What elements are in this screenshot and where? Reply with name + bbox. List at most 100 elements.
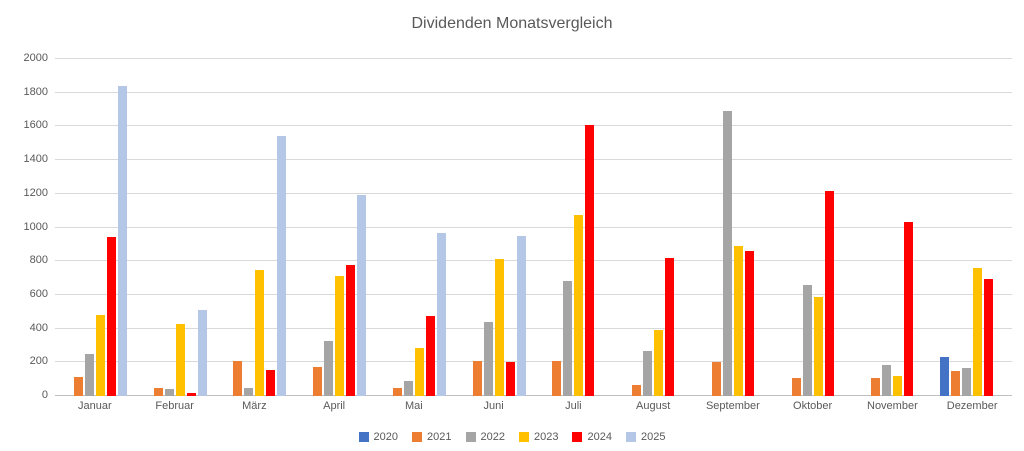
bar-2021-april[interactable]: [313, 367, 323, 396]
month-group-juli: [534, 59, 614, 396]
y-axis-label-1800: 1800: [23, 85, 48, 98]
bar-2023-november[interactable]: [893, 376, 903, 396]
bar-2023-februar[interactable]: [175, 324, 185, 396]
bar-2021-märz[interactable]: [233, 361, 243, 396]
bar-2021-august[interactable]: [632, 385, 642, 396]
bar-2024-november[interactable]: [904, 222, 914, 396]
gridline-1800: [55, 91, 1012, 93]
x-axis-label-juni: Juni: [483, 400, 504, 412]
bar-2020-dezember[interactable]: [940, 357, 950, 396]
bar-slot-2025-april: [357, 59, 367, 396]
legend-item-2022[interactable]: 2022: [465, 431, 505, 443]
bar-2024-april[interactable]: [346, 265, 356, 396]
bar-slot-2025-august: [676, 59, 685, 396]
bar-2021-mai[interactable]: [392, 388, 402, 396]
bar-2022-juli[interactable]: [563, 281, 573, 396]
bar-slot-2023-november: [893, 59, 903, 396]
bar-slot-2024-september: [744, 59, 754, 396]
bar-2022-oktober[interactable]: [802, 285, 812, 396]
legend-item-2023[interactable]: 2023: [519, 431, 558, 443]
bar-2025-april[interactable]: [357, 195, 367, 396]
x-axis-label-dezember: Dezember: [946, 400, 998, 412]
bar-slot-2025-september: [756, 59, 765, 396]
month-group-august: [613, 59, 693, 396]
bar-2022-november[interactable]: [882, 365, 892, 396]
gridline-800: [55, 260, 1012, 262]
month-group-april: [294, 59, 374, 396]
bar-2024-januar[interactable]: [106, 237, 116, 396]
bar-2023-juni[interactable]: [494, 259, 504, 396]
bar-2024-juli[interactable]: [585, 125, 595, 396]
legend-label-2021: 2021: [427, 431, 452, 443]
gridline-1000: [55, 226, 1012, 228]
bar-2022-mai[interactable]: [403, 381, 413, 396]
bar-2023-märz[interactable]: [255, 270, 265, 396]
bar-2025-januar[interactable]: [117, 86, 127, 396]
legend-swatch-2024: [572, 432, 583, 442]
bar-2023-april[interactable]: [335, 276, 345, 396]
bar-2021-juli[interactable]: [552, 361, 562, 396]
bar-2023-januar[interactable]: [95, 315, 105, 396]
bar-2022-april[interactable]: [324, 341, 334, 396]
bar-2024-dezember[interactable]: [984, 279, 994, 396]
legend-label-2025: 2025: [640, 431, 666, 443]
bar-slot-2024-januar: [106, 59, 116, 396]
bar-2022-dezember[interactable]: [962, 368, 972, 396]
bar-2023-mai[interactable]: [414, 348, 424, 396]
bar-2021-januar[interactable]: [73, 377, 83, 396]
month-group-märz: [215, 59, 295, 396]
bar-slot-2024-april: [346, 59, 356, 396]
bar-2021-februar[interactable]: [153, 388, 163, 396]
bar-slot-2022-august: [643, 59, 653, 396]
bar-2024-oktober[interactable]: [824, 191, 834, 396]
bar-2022-märz[interactable]: [244, 388, 254, 396]
y-axis-label-200: 200: [29, 355, 48, 368]
bar-2023-september[interactable]: [733, 246, 743, 396]
bar-2023-juli[interactable]: [574, 215, 584, 396]
bar-2024-september[interactable]: [744, 251, 754, 396]
bar-2021-dezember[interactable]: [951, 371, 961, 396]
bar-2023-dezember[interactable]: [973, 268, 983, 396]
legend-item-2020[interactable]: 2020: [358, 431, 398, 443]
bar-2025-mai[interactable]: [436, 233, 446, 396]
bar-2025-februar[interactable]: [197, 310, 207, 396]
y-axis-label-0: 0: [41, 389, 48, 401]
bar-2022-juni[interactable]: [483, 322, 493, 396]
bar-2021-oktober[interactable]: [791, 378, 801, 396]
bar-2022-januar[interactable]: [84, 354, 94, 396]
bar-2025-juni[interactable]: [516, 236, 526, 396]
bar-2021-juni[interactable]: [472, 361, 482, 396]
bar-slot-2021-märz: [233, 59, 243, 396]
bar-2024-august[interactable]: [665, 258, 675, 396]
bar-2024-februar[interactable]: [186, 393, 196, 396]
bar-slot-2025-märz: [277, 59, 287, 396]
bar-slot-2022-juli: [563, 59, 573, 396]
bar-2023-august[interactable]: [654, 330, 664, 396]
legend-item-2025[interactable]: 2025: [625, 431, 666, 443]
bar-slot-2023-juni: [494, 59, 504, 396]
bar-slot-2023-september: [733, 59, 743, 396]
bar-2024-märz[interactable]: [266, 370, 276, 396]
bar-slot-2022-oktober: [802, 59, 812, 396]
bar-slot-2024-juni: [505, 59, 515, 396]
bar-slot-2021-april: [313, 59, 323, 396]
legend-item-2024[interactable]: 2024: [572, 431, 612, 443]
bar-2025-märz[interactable]: [277, 136, 287, 396]
bar-2022-august[interactable]: [643, 351, 653, 396]
legend-item-2021[interactable]: 2021: [412, 431, 452, 443]
bar-2024-mai[interactable]: [425, 316, 435, 396]
chart-title: Dividenden Monatsvergleich: [411, 15, 613, 32]
gridline-1600: [55, 125, 1012, 127]
bar-2021-november[interactable]: [871, 378, 881, 396]
bar-2021-september[interactable]: [711, 362, 721, 396]
y-axis-label-600: 600: [29, 287, 48, 300]
bar-2022-september[interactable]: [722, 111, 732, 396]
bar-slot-2020-april: [302, 59, 311, 396]
bar-2022-februar[interactable]: [164, 389, 174, 396]
bar-2024-juni[interactable]: [505, 362, 515, 396]
bar-slot-2020-januar: [63, 59, 72, 396]
month-group-oktober: [773, 59, 853, 396]
month-group-juni: [454, 59, 534, 396]
bar-2023-oktober[interactable]: [813, 297, 823, 396]
legend-label-2023: 2023: [534, 431, 559, 443]
